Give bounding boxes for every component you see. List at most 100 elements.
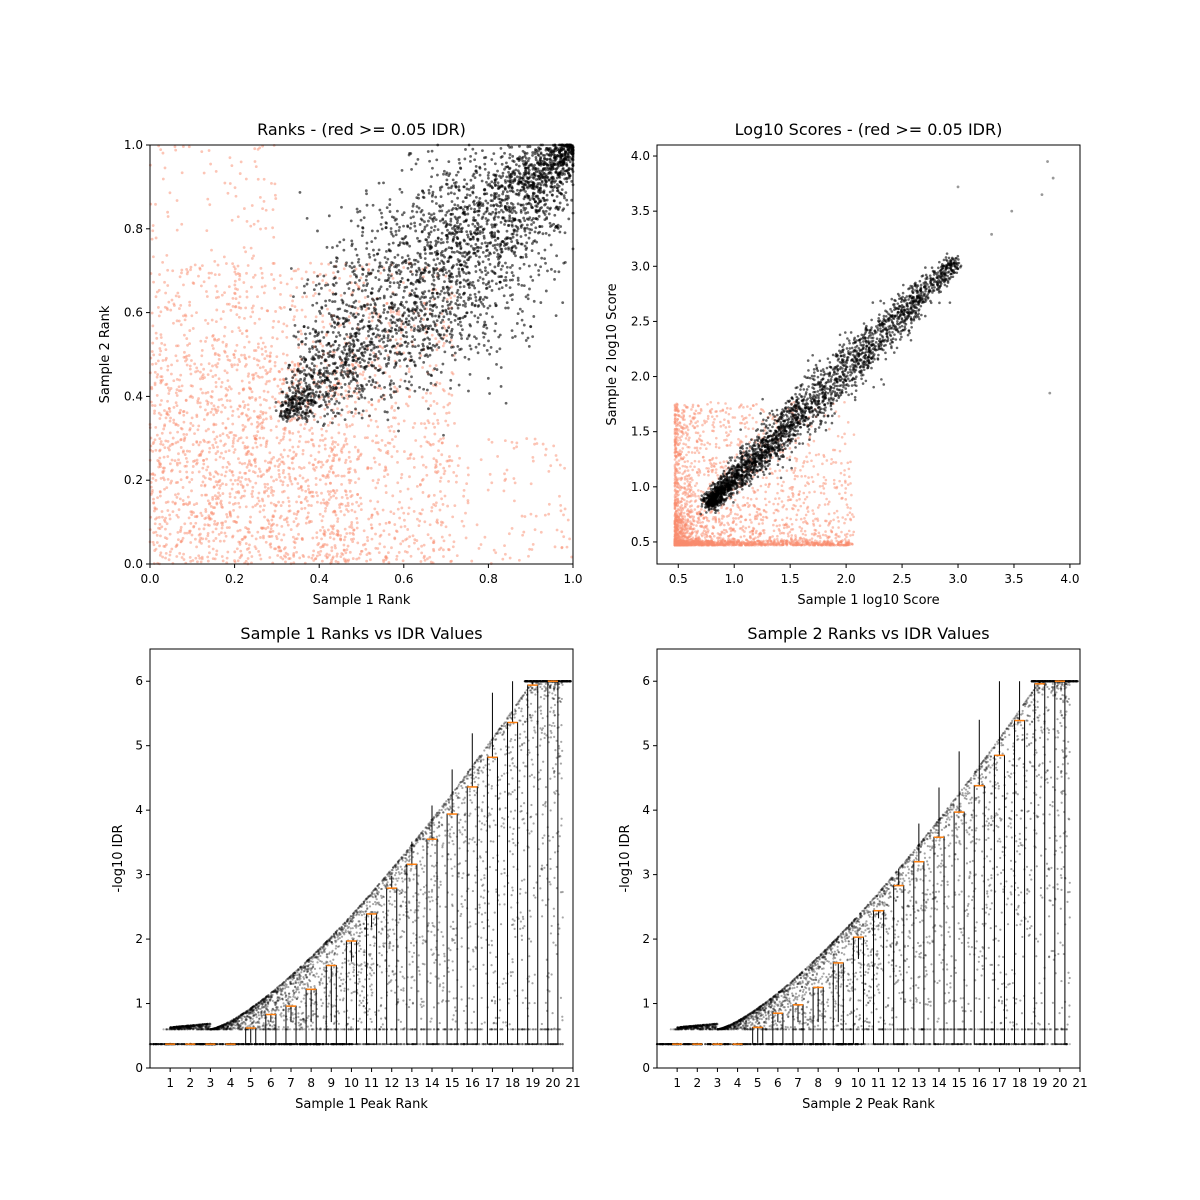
ranks-point-high: [564, 191, 568, 195]
ranks-point-low: [166, 500, 170, 504]
ranks-point-low: [229, 405, 233, 409]
ranks-point-low: [466, 466, 470, 470]
ranks-point-low: [183, 318, 187, 322]
ranks-point-low: [420, 544, 423, 548]
ranks-point-high: [434, 218, 438, 222]
ranks-point-low: [215, 290, 219, 293]
ranks-point-low: [379, 271, 383, 275]
ranks-point-low: [300, 308, 304, 312]
ranks-point-low: [512, 477, 516, 480]
ranks-point-high: [332, 348, 336, 352]
ranks-point-high: [467, 389, 470, 393]
ranks-point-low: [164, 527, 167, 531]
ranks-point-low: [372, 351, 376, 355]
ranks-point-high: [330, 397, 333, 401]
ranks-point-low: [345, 442, 349, 446]
ranks-point-high: [336, 315, 339, 319]
ranks-point-low: [407, 506, 411, 510]
ranks-point-low: [272, 455, 276, 459]
ranks-point-low: [157, 314, 161, 318]
ranks-point-low: [174, 401, 178, 405]
ranks-point-low: [521, 533, 525, 537]
ranks-point-low: [160, 510, 164, 513]
ranks-point-high: [473, 158, 477, 162]
ranks-point-low: [292, 467, 295, 471]
ranks-point-high: [449, 186, 453, 190]
ranks-point-high: [426, 241, 430, 244]
ranks-point-low: [402, 266, 406, 269]
ranks-point-low: [228, 526, 231, 529]
ranks-point-high: [534, 263, 537, 267]
ranks-point-low: [212, 485, 216, 489]
ranks-point-low: [221, 523, 224, 527]
ranks-point-high: [463, 355, 467, 359]
ranks-point-low: [230, 470, 234, 473]
ranks-point-low: [377, 447, 381, 451]
ranks-point-high: [458, 303, 462, 307]
ranks-point-low: [263, 345, 267, 349]
ranks-point-low: [409, 328, 413, 332]
ranks-point-low: [376, 547, 380, 550]
ranks-point-high: [426, 370, 429, 374]
ranks-point-high: [429, 240, 433, 244]
ranks-point-low: [190, 533, 194, 537]
ranks-point-high: [422, 338, 425, 342]
ranks-point-low: [429, 391, 432, 395]
ranks-point-high: [407, 380, 411, 384]
ranks-point-low: [185, 476, 189, 480]
ranks-point-high: [427, 407, 430, 411]
ranks-point-high: [521, 203, 525, 207]
ranks-point-low: [331, 447, 334, 451]
ranks-point-low: [413, 541, 416, 545]
ranks-point-high: [442, 433, 445, 437]
ranks-point-high: [398, 225, 401, 229]
ranks-point-low: [205, 295, 209, 298]
ranks-point-high: [340, 408, 344, 412]
ranks-point-low: [163, 446, 167, 450]
ranks-point-low: [374, 486, 378, 490]
ranks-point-low: [405, 537, 409, 541]
ranks-point-low: [163, 343, 167, 347]
ranks-point-low: [183, 453, 187, 456]
ranks-point-high: [465, 182, 469, 186]
ranks-point-low: [258, 470, 262, 473]
ranks-point-low: [346, 496, 349, 500]
ranks-point-low: [298, 440, 301, 443]
ranks-point-low: [370, 526, 374, 530]
ranks-point-low: [258, 422, 261, 426]
ranks-point-high: [474, 345, 478, 349]
ranks-point-low: [218, 434, 222, 437]
ranks-point-low: [179, 438, 183, 442]
ranks-point-high: [503, 151, 506, 155]
ranks-point-low: [207, 450, 211, 454]
ranks-point-high: [401, 313, 405, 317]
ranks-point-low: [151, 540, 155, 544]
ranks-point-low: [326, 490, 330, 493]
ranks-point-low: [401, 559, 405, 563]
ranks-point-low: [417, 524, 421, 528]
ranks-point-low: [277, 473, 281, 476]
ranks-point-low: [562, 513, 565, 517]
ranks-point-low: [279, 504, 283, 507]
ranks-point-high: [503, 219, 507, 222]
ranks-point-high: [456, 344, 460, 348]
ranks-point-high: [468, 204, 471, 208]
ranks-point-low: [200, 264, 204, 268]
ranks-point-low: [310, 438, 314, 442]
ranks-point-high: [368, 340, 372, 344]
ranks-point-low: [327, 454, 331, 458]
ranks-point-high: [528, 175, 532, 179]
ranks-point-high: [554, 170, 558, 174]
ranks-point-high: [312, 368, 316, 371]
ranks-point-low: [252, 409, 256, 413]
ranks-point-low: [226, 379, 230, 383]
ranks-point-high: [476, 228, 480, 232]
ranks-point-high: [322, 398, 326, 402]
ranks-point-low: [266, 390, 270, 394]
ranks-point-low: [161, 471, 165, 475]
ranks-point-high: [476, 316, 480, 320]
ranks-point-high: [413, 221, 416, 225]
ranks-point-low: [389, 510, 393, 514]
ranks-point-low: [171, 500, 175, 504]
ranks-point-high: [556, 154, 559, 157]
